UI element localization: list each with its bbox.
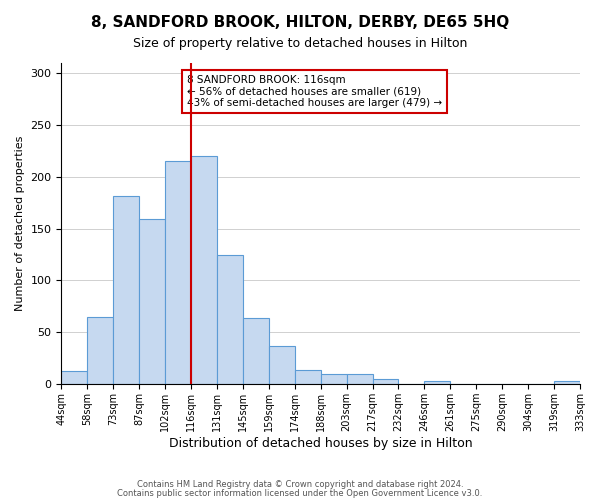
Bar <box>373 379 398 384</box>
Text: Size of property relative to detached houses in Hilton: Size of property relative to detached ho… <box>133 38 467 51</box>
Bar <box>424 381 451 384</box>
Text: Contains public sector information licensed under the Open Government Licence v3: Contains public sector information licen… <box>118 488 482 498</box>
Bar <box>165 161 191 384</box>
Bar <box>321 374 347 384</box>
Bar <box>347 374 373 384</box>
Text: Contains HM Land Registry data © Crown copyright and database right 2024.: Contains HM Land Registry data © Crown c… <box>137 480 463 489</box>
Bar <box>139 220 165 384</box>
Text: 8, SANDFORD BROOK, HILTON, DERBY, DE65 5HQ: 8, SANDFORD BROOK, HILTON, DERBY, DE65 5… <box>91 15 509 30</box>
Bar <box>61 371 88 384</box>
Bar <box>243 318 269 384</box>
Bar <box>554 381 580 384</box>
Bar <box>269 346 295 385</box>
Bar <box>217 254 243 384</box>
Bar <box>88 317 113 384</box>
Y-axis label: Number of detached properties: Number of detached properties <box>15 136 25 311</box>
Bar <box>191 156 217 384</box>
Bar <box>295 370 321 384</box>
Text: 8 SANDFORD BROOK: 116sqm
← 56% of detached houses are smaller (619)
43% of semi-: 8 SANDFORD BROOK: 116sqm ← 56% of detach… <box>187 75 442 108</box>
X-axis label: Distribution of detached houses by size in Hilton: Distribution of detached houses by size … <box>169 437 473 450</box>
Bar <box>113 196 139 384</box>
